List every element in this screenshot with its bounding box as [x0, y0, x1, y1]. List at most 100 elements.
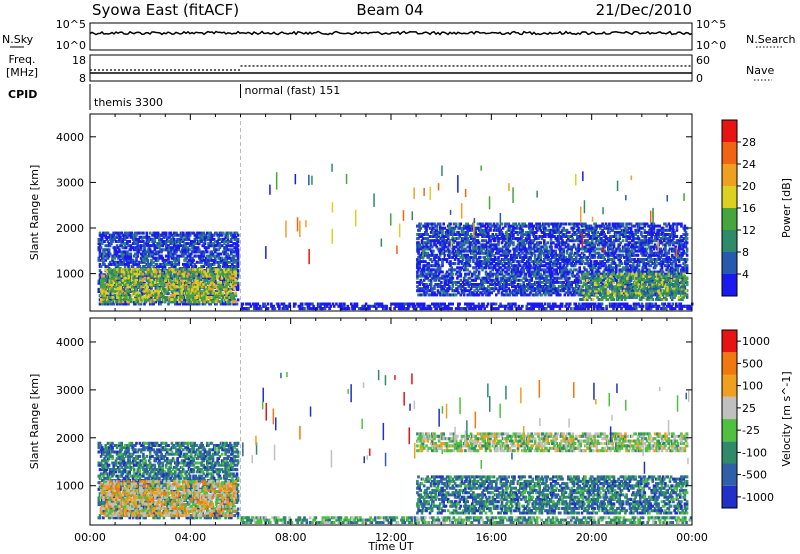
- data-cell: [513, 251, 516, 255]
- data-cell: [158, 281, 162, 284]
- data-cell: [130, 231, 134, 235]
- data-cell: [568, 302, 572, 306]
- data-cell: [528, 222, 531, 226]
- data-cell: [234, 283, 237, 287]
- data-cell: [457, 280, 460, 284]
- data-cell: [380, 302, 384, 306]
- data-cell: [467, 304, 470, 308]
- data-cell: [425, 228, 428, 232]
- data-cell: [150, 262, 153, 266]
- data-cell: [522, 258, 525, 261]
- data-cell: [508, 249, 512, 253]
- data-cell: [487, 272, 490, 276]
- data-cell: [448, 280, 451, 284]
- data-cell: [187, 272, 190, 276]
- data-cell: [116, 300, 119, 304]
- data-cell: [521, 233, 524, 236]
- data-cell: [104, 291, 108, 295]
- data-cell: [489, 274, 492, 278]
- data-cell: [515, 253, 519, 257]
- data-cell: [235, 277, 239, 281]
- data-cell: [154, 250, 158, 254]
- data-cell: [189, 274, 193, 278]
- data-cell: [137, 237, 141, 241]
- data-cell: [150, 258, 153, 262]
- data-cell: [104, 268, 108, 272]
- data-cell: [195, 281, 198, 284]
- data-cell: [508, 226, 512, 230]
- data-cell: [106, 265, 110, 268]
- data-cell: [460, 266, 464, 270]
- data-cell: [446, 289, 450, 293]
- data-cell: [475, 287, 479, 291]
- data-cell: [497, 264, 500, 268]
- data-cell: [492, 289, 496, 293]
- data-cell: [165, 296, 169, 299]
- data-cell: [136, 244, 139, 248]
- data-cell: [475, 304, 478, 308]
- data-cell: [505, 304, 508, 308]
- data-cell: [147, 276, 150, 280]
- data-cell: [162, 285, 165, 289]
- data-cell: [377, 304, 380, 308]
- data-cell: [115, 244, 119, 248]
- data-cell: [177, 277, 181, 281]
- data-cell: [487, 233, 490, 236]
- data-cell: [480, 224, 483, 228]
- data-cell: [506, 253, 509, 257]
- data-cell: [495, 233, 498, 236]
- data-cell: [171, 296, 175, 300]
- data-cell: [204, 248, 208, 252]
- data-cell: [158, 298, 162, 302]
- data-cell: [457, 262, 460, 266]
- data-cell: [488, 291, 491, 295]
- data-cell: [236, 252, 240, 256]
- data-cell: [234, 293, 237, 297]
- data-cell: [197, 291, 201, 295]
- data-cell: [347, 307, 351, 311]
- data-cell: [496, 278, 499, 282]
- data-cell: [106, 302, 110, 306]
- data-cell: [508, 289, 512, 293]
- data-cell: [145, 293, 149, 297]
- data-cell: [129, 244, 133, 248]
- data-cell: [464, 287, 467, 291]
- data-cell: [198, 287, 201, 291]
- data-cell: [223, 260, 226, 264]
- data-cell: [196, 250, 200, 254]
- data-cell: [576, 304, 580, 308]
- data-cell: [500, 293, 504, 297]
- data-cell: [427, 266, 431, 270]
- data-cell: [654, 302, 657, 306]
- data-cell: [462, 276, 466, 280]
- data-cell: [578, 302, 581, 306]
- data-cell: [416, 258, 419, 261]
- data-cell: [427, 270, 431, 274]
- data-cell: [163, 265, 167, 268]
- data-cell: [430, 289, 434, 293]
- data-cell: [228, 260, 232, 264]
- data-cell: [487, 230, 490, 234]
- data-cell: [197, 281, 201, 284]
- data-cell: [101, 291, 104, 295]
- data-cell: [228, 274, 232, 278]
- data-cell: [106, 252, 110, 256]
- data-cell: [437, 272, 441, 276]
- data-cell: [163, 296, 166, 299]
- data-cell: [168, 233, 171, 237]
- data-cell: [510, 304, 514, 308]
- data-cell: [126, 242, 129, 246]
- data-cell: [464, 289, 467, 293]
- data-cell: [141, 278, 144, 282]
- data-cell: [202, 283, 205, 287]
- data-cell: [448, 253, 451, 257]
- data-cell: [522, 247, 525, 251]
- data-cell: [156, 296, 159, 299]
- data-cell: [134, 300, 138, 304]
- data-cell: [150, 287, 153, 291]
- data-cell: [218, 287, 222, 291]
- data-cell: [679, 302, 683, 306]
- data-cell: [228, 287, 232, 291]
- data-cell: [516, 270, 520, 274]
- data-cell: [104, 233, 107, 237]
